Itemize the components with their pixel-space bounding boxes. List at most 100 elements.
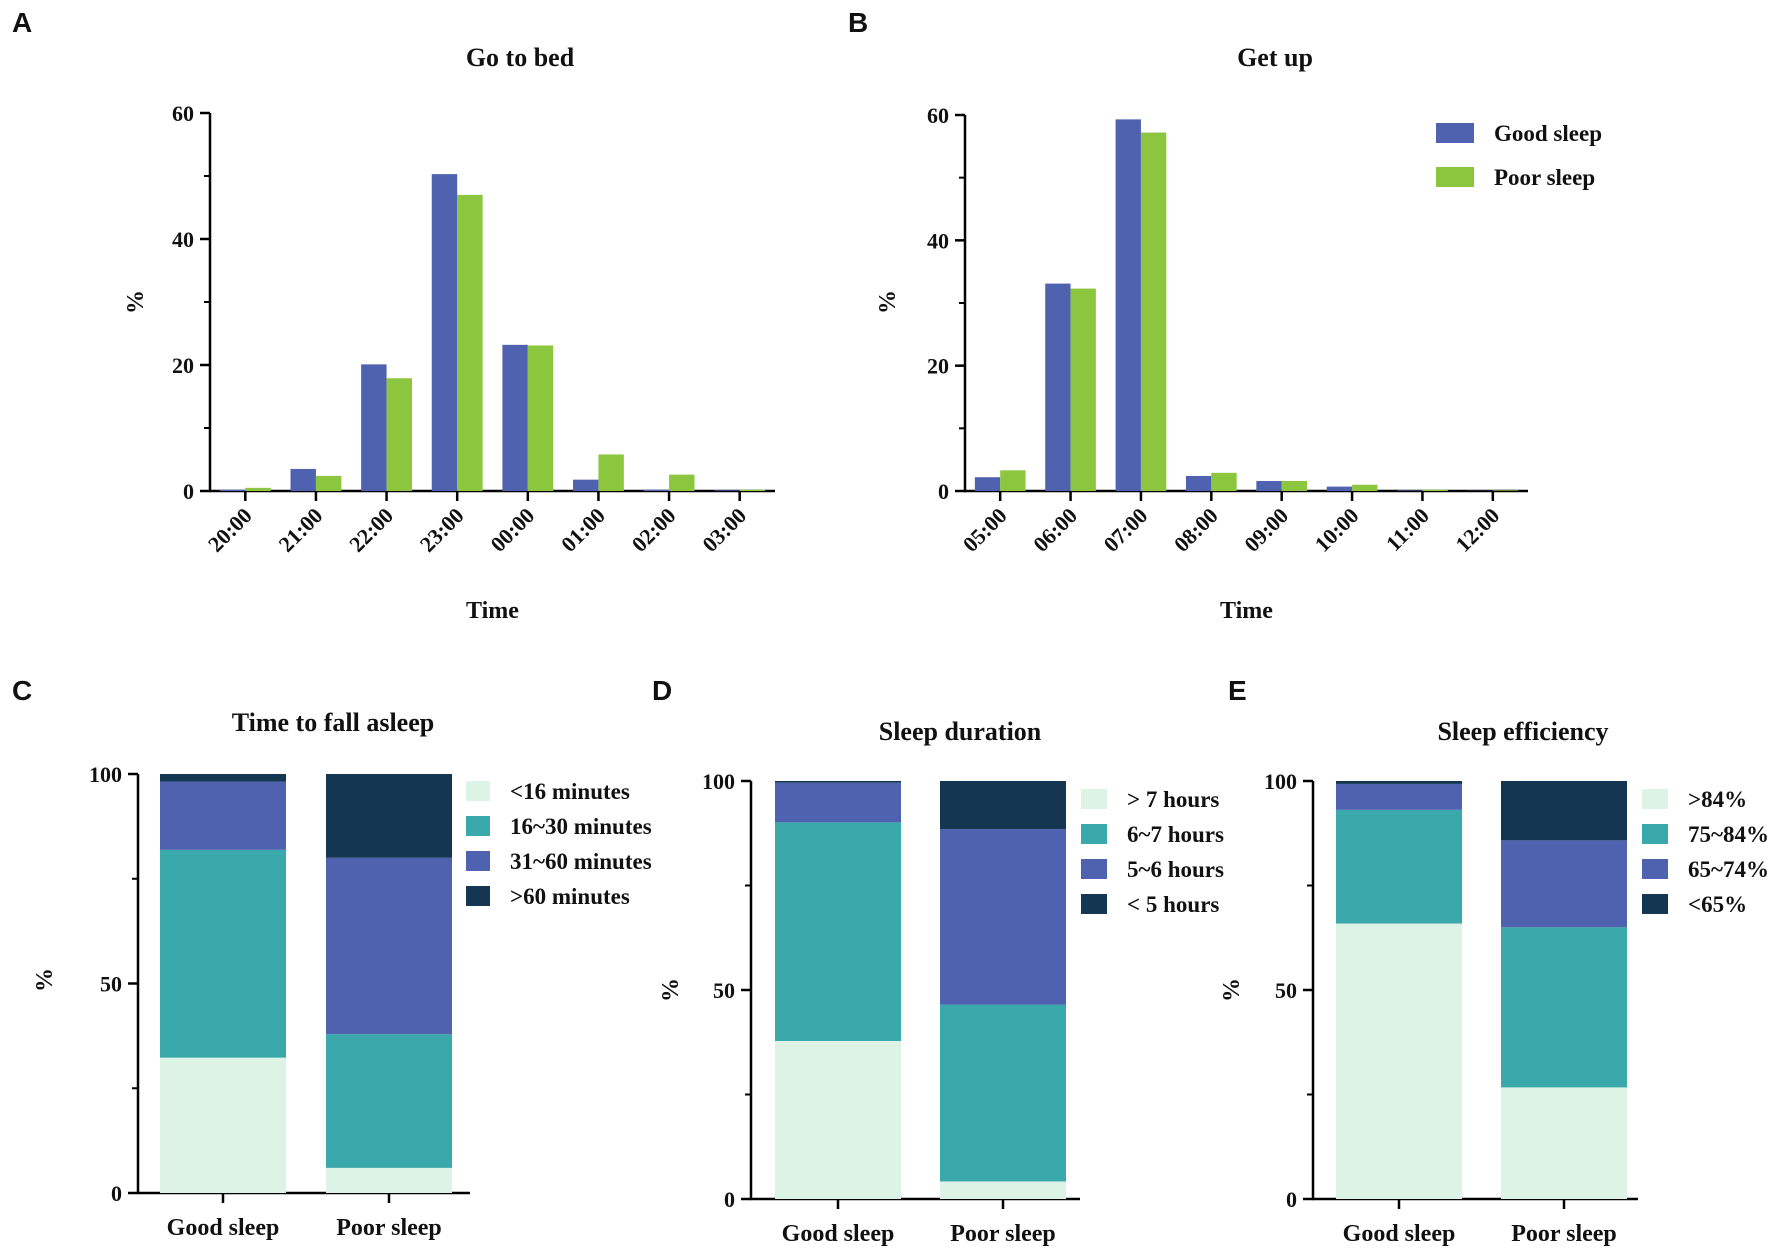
legend-swatch-65 xyxy=(1642,894,1668,914)
legend-label-16-minutes: <16 minutes xyxy=(510,779,630,804)
legend-label-poor-sleep: Poor sleep xyxy=(1494,165,1595,190)
bar-good-sleep-03-00 xyxy=(714,490,740,491)
y-tick-label: 0 xyxy=(183,479,194,504)
bar-poor-sleep-05-00 xyxy=(1000,470,1026,491)
stack-segment-6-7-hours-good-sleep xyxy=(775,822,901,1041)
legend-swatch-5-hours xyxy=(1081,894,1107,914)
bar-poor-sleep-02-00 xyxy=(669,474,695,491)
y-axis-label: % xyxy=(32,968,58,992)
legend-swatch-16-minutes xyxy=(466,781,490,801)
y-tick-label: 100 xyxy=(702,769,735,794)
bar-poor-sleep-10-00 xyxy=(1352,484,1378,491)
bar-good-sleep-21-00 xyxy=(290,468,316,491)
y-axis-label: % xyxy=(875,290,901,314)
stack-segment-16-minutes-poor-sleep xyxy=(326,1167,452,1193)
stack-segment-5-6-hours-good-sleep xyxy=(775,782,901,823)
legend-swatch-7-hours xyxy=(1081,789,1107,809)
x-category-label-poor-sleep: Poor sleep xyxy=(1511,1221,1617,1247)
x-axis-label: Time xyxy=(1220,598,1273,624)
stack-segment-65-74-good-sleep xyxy=(1336,783,1462,810)
y-tick-label: 50 xyxy=(1275,978,1297,1003)
legend-label-65-74: 65~74% xyxy=(1688,857,1769,882)
x-category-label-good-sleep: Good sleep xyxy=(782,1221,895,1247)
stack-segment-7-hours-poor-sleep xyxy=(940,1181,1066,1199)
x-tick-label: 03:00 xyxy=(697,503,751,557)
panel-letter-d: D xyxy=(652,675,672,706)
legend-label-75-84: 75~84% xyxy=(1688,822,1769,847)
bar-poor-sleep-22-00 xyxy=(386,378,412,491)
bar-good-sleep-02-00 xyxy=(643,489,670,491)
x-tick-label: 10:00 xyxy=(1310,503,1364,557)
x-tick-label: 07:00 xyxy=(1099,503,1153,557)
y-axis-label: % xyxy=(123,290,149,314)
y-tick-label: 60 xyxy=(172,101,194,126)
stack-segment-7-hours-good-sleep xyxy=(775,1040,901,1199)
bar-good-sleep-00-00 xyxy=(502,344,528,491)
bar-good-sleep-05-00 xyxy=(974,477,1001,491)
bar-good-sleep-09-00 xyxy=(1256,480,1282,491)
x-tick-label: 23:00 xyxy=(415,503,469,557)
legend-label-31-60-minutes: 31~60 minutes xyxy=(510,849,652,874)
bar-poor-sleep-09-00 xyxy=(1281,480,1308,491)
bar-good-sleep-10-00 xyxy=(1326,486,1353,491)
bar-good-sleep-06-00 xyxy=(1045,283,1071,491)
legend-swatch-16-30-minutes xyxy=(466,816,490,836)
bar-poor-sleep-20-00 xyxy=(245,487,271,491)
x-tick-label: 22:00 xyxy=(344,503,398,557)
bar-poor-sleep-08-00 xyxy=(1211,472,1237,491)
legend-swatch-84 xyxy=(1642,789,1668,809)
y-axis-label: % xyxy=(658,978,684,1002)
bar-good-sleep-01-00 xyxy=(573,479,599,491)
panel-letter-b: B xyxy=(848,7,868,38)
x-tick-label: 00:00 xyxy=(485,503,539,557)
panel-letter-a: A xyxy=(12,7,32,38)
legend-swatch-31-60-minutes xyxy=(466,851,490,871)
y-tick-label: 50 xyxy=(100,972,122,997)
bar-poor-sleep-11-00 xyxy=(1422,489,1448,491)
x-tick-label: 09:00 xyxy=(1239,503,1293,557)
y-tick-label: 0 xyxy=(111,1181,122,1206)
x-tick-label: 11:00 xyxy=(1381,503,1434,556)
panel-letter-c: C xyxy=(12,675,32,706)
bar-good-sleep-22-00 xyxy=(361,364,387,491)
stack-segment-31-60-minutes-good-sleep xyxy=(160,781,286,850)
x-category-label-good-sleep: Good sleep xyxy=(1343,1221,1456,1247)
chart-title-sleep-efficiency: Sleep efficiency xyxy=(1437,717,1608,746)
chart-title-sleep-duration: Sleep duration xyxy=(879,717,1042,746)
x-tick-label: 12:00 xyxy=(1450,503,1504,557)
stack-segment-60-minutes-good-sleep xyxy=(160,774,286,782)
stack-segment-75-84-poor-sleep xyxy=(1501,927,1627,1088)
legend-label-6-7-hours: 6~7 hours xyxy=(1127,822,1224,847)
stack-segment-65-good-sleep xyxy=(1336,781,1462,784)
stack-segment-65-poor-sleep xyxy=(1501,781,1627,841)
y-tick-label: 100 xyxy=(1264,769,1297,794)
y-tick-label: 40 xyxy=(927,228,949,253)
bar-poor-sleep-03-00 xyxy=(739,489,766,491)
y-axis-label: % xyxy=(1219,978,1245,1002)
y-tick-label: 20 xyxy=(927,354,949,379)
legend-label-7-hours: > 7 hours xyxy=(1127,787,1219,812)
chart-title-time-to-fall-asleep: Time to fall asleep xyxy=(232,708,434,737)
legend-label-84: >84% xyxy=(1688,787,1747,812)
x-category-label-good-sleep: Good sleep xyxy=(167,1215,280,1241)
chart-title-get-up: Get up xyxy=(1237,43,1313,72)
x-tick-label: 21:00 xyxy=(274,503,328,557)
x-tick-label: 02:00 xyxy=(627,503,681,557)
x-tick-label: 05:00 xyxy=(958,503,1012,557)
legend-label-good-sleep: Good sleep xyxy=(1494,121,1602,146)
bar-poor-sleep-21-00 xyxy=(315,475,342,491)
bar-good-sleep-23-00 xyxy=(431,174,458,492)
x-tick-label: 06:00 xyxy=(1028,503,1082,557)
bar-poor-sleep-12-00 xyxy=(1492,490,1519,491)
y-tick-label: 60 xyxy=(927,103,949,128)
legend-swatch-5-6-hours xyxy=(1081,859,1107,879)
stack-segment-6-7-hours-poor-sleep xyxy=(940,1004,1066,1182)
x-category-label-poor-sleep: Poor sleep xyxy=(950,1221,1056,1247)
bar-poor-sleep-23-00 xyxy=(457,194,483,491)
legend-swatch-good-sleep xyxy=(1436,123,1474,143)
bar-poor-sleep-07-00 xyxy=(1140,132,1167,491)
bar-poor-sleep-00-00 xyxy=(527,345,554,491)
stack-segment-5-6-hours-poor-sleep xyxy=(940,829,1066,1005)
bar-good-sleep-08-00 xyxy=(1185,475,1212,491)
